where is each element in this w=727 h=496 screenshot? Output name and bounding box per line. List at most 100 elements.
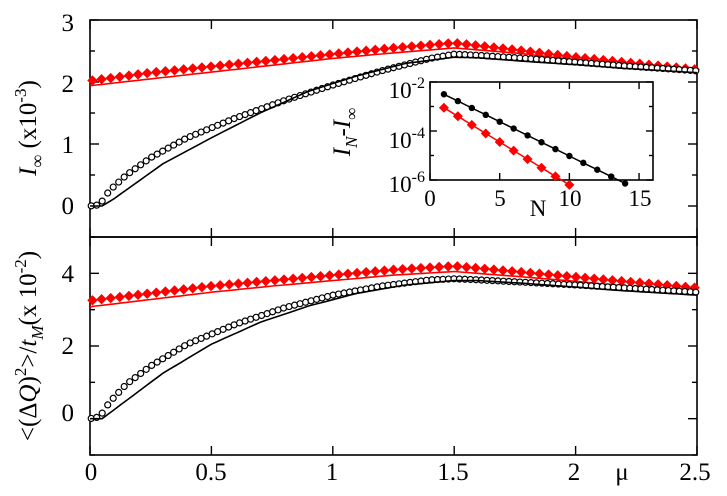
- bottom-red-diamond-point: [141, 288, 153, 299]
- top-y-title-unit: (x10: [15, 103, 42, 155]
- bottom-red-diamond-point: [607, 275, 618, 286]
- bottom-red-diamond-point: [370, 266, 381, 277]
- bottom-open-circle-point: [181, 342, 189, 350]
- top-red-diamond-point: [424, 39, 436, 51]
- top-open-circle-point: [115, 178, 123, 186]
- top-y-tick-label: 2: [62, 71, 75, 98]
- inset-black-point: [468, 104, 476, 112]
- top-red-diamond-point: [123, 70, 135, 81]
- top-y-title-main: I: [15, 166, 42, 177]
- top-open-circle-point: [142, 157, 150, 165]
- top-red-diamond-point: [251, 56, 262, 68]
- bottom-red-diamond-point: [589, 273, 600, 284]
- bottom-open-circle-point: [131, 373, 139, 382]
- top-open-circle-point: [153, 150, 161, 158]
- top-red-diamond-point: [105, 72, 116, 84]
- inset-red-diamond-point: [522, 154, 533, 165]
- bottom-open-circle-point: [109, 394, 117, 402]
- bottom-red-diamond-point: [306, 271, 317, 283]
- bottom-red-diamond-point: [625, 276, 636, 288]
- bottom-red-diamond-point: [470, 262, 481, 274]
- bottom-red-diamond-point: [598, 274, 609, 285]
- bottom-open-circle-point: [164, 351, 172, 360]
- bottom-red-diamond-point: [297, 272, 308, 284]
- inset-red-diamond-point: [508, 145, 519, 156]
- bottom-red-diamond-point: [360, 266, 372, 278]
- top-red-diamond-point: [315, 50, 326, 61]
- inset-black-point: [594, 166, 601, 173]
- bottom-y-title-sub: M: [28, 325, 47, 341]
- bottom-open-circle-point: [153, 358, 161, 366]
- top-red-diamond-point: [169, 65, 180, 76]
- top-y-title-exp: -3: [11, 88, 30, 102]
- top-y-tick-label: 1: [62, 132, 75, 159]
- bottom-open-circle-point: [115, 388, 123, 397]
- top-y-tick-label: 3: [62, 10, 75, 37]
- inset-y-tick-exp: -2: [412, 75, 425, 92]
- bottom-red-diamond-point: [87, 295, 98, 306]
- top-open-circle-point: [104, 189, 112, 197]
- inset-black-point: [454, 97, 462, 105]
- bottom-red-diamond-point: [224, 279, 235, 290]
- top-red-diamond-point: [397, 41, 408, 53]
- inset-black-point: [524, 132, 531, 139]
- bottom-panel-series: [87, 261, 700, 423]
- top-red-diamond-point: [470, 40, 481, 51]
- bottom-y-title-close: ): [15, 251, 42, 259]
- top-y-tick-labels: 0 1 2 3: [62, 10, 75, 220]
- bottom-red-diamond-point: [388, 264, 399, 275]
- inset-x-tick-label: 10: [559, 186, 582, 211]
- bottom-red-diamond-point: [433, 261, 445, 273]
- inset-black-point: [621, 180, 629, 187]
- top-red-diamond-point: [534, 47, 545, 58]
- bottom-red-diamond-point: [643, 278, 655, 289]
- top-y-axis-title: I∞ (x10-3): [11, 80, 47, 177]
- inset-x-axis-title: N: [530, 196, 547, 221]
- top-red-diamond-point: [379, 43, 390, 55]
- x-tick-label: 1.5: [437, 459, 468, 486]
- top-red-diamond-point: [589, 53, 600, 65]
- top-open-circle-point: [120, 173, 128, 181]
- bottom-red-diamond-point: [287, 273, 299, 284]
- bottom-red-diamond-point: [543, 269, 554, 280]
- bottom-red-diamond-point: [379, 265, 390, 276]
- top-red-diamond-point: [233, 58, 244, 69]
- inset-y-tick-base: 10: [389, 172, 412, 197]
- inset-red-diamond-point: [550, 171, 561, 182]
- top-red-diamond-point: [278, 53, 290, 65]
- bottom-red-diamond-point: [652, 279, 664, 290]
- bottom-red-diamond-point: [123, 290, 135, 302]
- inset-black-point: [566, 152, 573, 160]
- inset-y-title-s2: ∞: [342, 108, 361, 120]
- bottom-red-diamond-point: [187, 283, 198, 294]
- inset-x-tick-label: 5: [494, 186, 506, 211]
- top-red-diamond-point: [324, 49, 335, 60]
- inset-series-line: [443, 107, 570, 186]
- top-red-diamond-point: [242, 57, 253, 69]
- inset-red-diamond-point: [452, 111, 463, 122]
- top-red-diamond-point: [160, 65, 171, 77]
- bottom-open-circle-point: [148, 361, 156, 370]
- bottom-y-title-pre: <(Δ: [15, 403, 42, 442]
- inset-red-diamond-point: [438, 102, 449, 113]
- top-red-diamond-point: [87, 75, 98, 86]
- bottom-red-diamond-point: [516, 266, 527, 278]
- bottom-red-diamond-point: [534, 268, 545, 279]
- top-red-diamond-point: [269, 54, 281, 66]
- bottom-red-diamond-point: [269, 275, 281, 286]
- top-red-diamond-point: [370, 44, 381, 55]
- inset-black-point: [510, 125, 517, 132]
- top-red-diamond-point: [342, 47, 354, 58]
- bottom-red-diamond-point: [443, 261, 454, 272]
- top-red-diamond-point: [506, 44, 518, 55]
- bottom-red-diamond-point: [160, 286, 171, 297]
- top-open-circle-point: [93, 201, 101, 209]
- bottom-red-diamond-point: [342, 268, 354, 279]
- top-red-diamond-point: [287, 52, 299, 64]
- top-open-circle-point: [148, 153, 156, 161]
- bottom-red-diamond-point: [634, 277, 646, 288]
- inset-black-point: [440, 91, 448, 98]
- bottom-open-circle-point: [120, 382, 128, 391]
- inset-y-tick-label: 10-4: [389, 125, 425, 153]
- bottom-open-circle-point: [142, 365, 150, 373]
